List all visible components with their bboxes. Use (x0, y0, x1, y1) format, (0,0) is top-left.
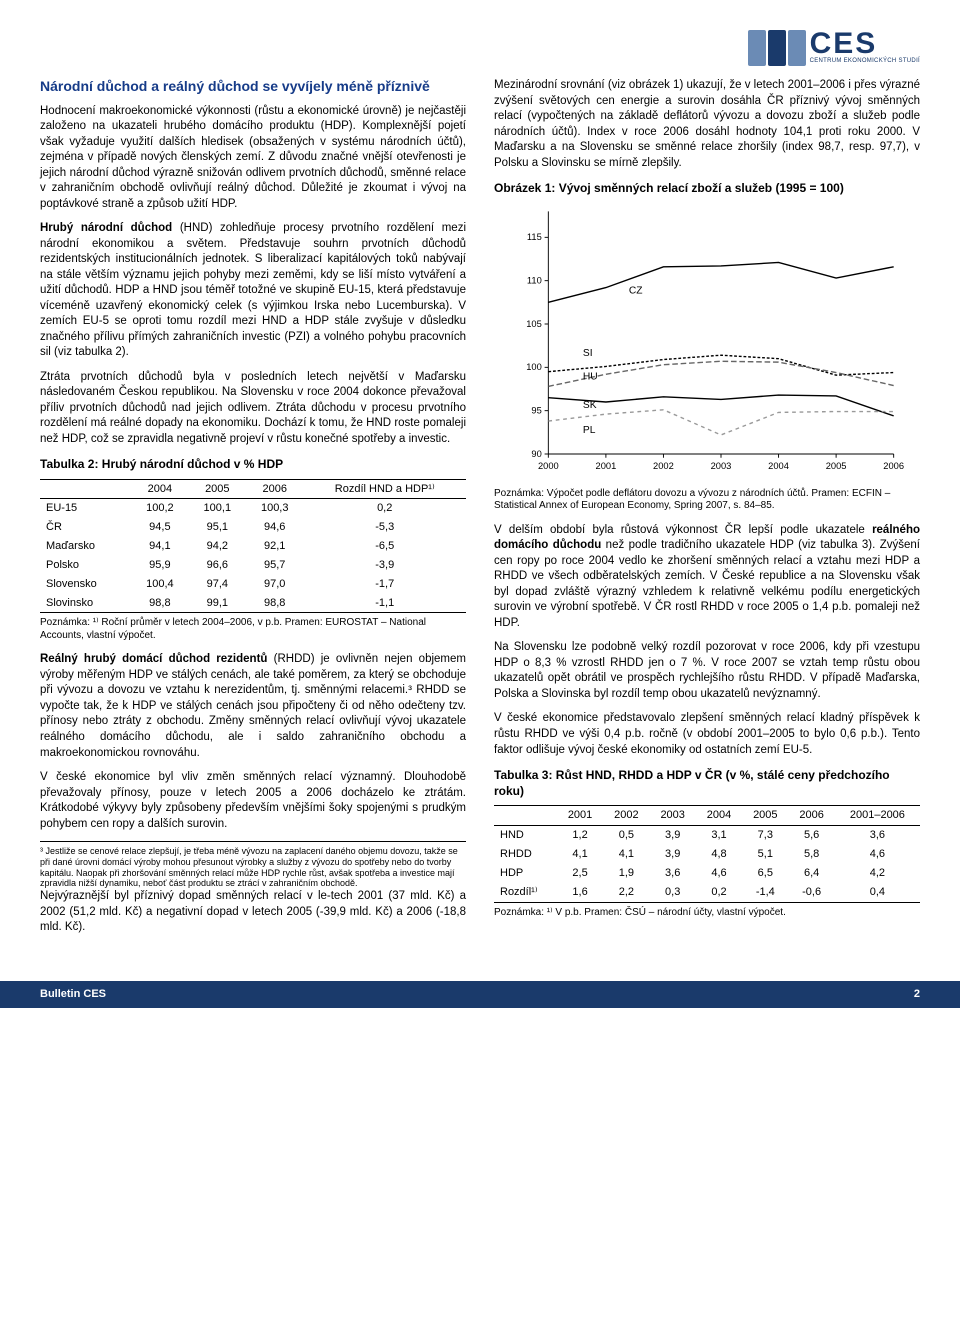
table2-note: Poznámka: ¹⁾ Roční průměr v letech 2004–… (40, 617, 466, 642)
paragraph-6: Nejvýraznější byl příznivý dopad směnnýc… (40, 889, 466, 936)
svg-text:90: 90 (531, 449, 541, 459)
figure1-title: Obrázek 1: Vývoj směnných relací zboží a… (494, 180, 920, 196)
svg-text:95: 95 (531, 406, 541, 416)
paragraph-2: Hrubý národní důchod (HND) zohledňuje pr… (40, 221, 466, 361)
svg-text:2006: 2006 (883, 461, 904, 471)
section-heading: Národní důchod a reálný důchod se vyvíje… (40, 78, 466, 96)
svg-text:PL: PL (583, 425, 596, 436)
footer-bar: Bulletin CES 2 (0, 981, 960, 1008)
logo-text-main: CES (810, 30, 920, 57)
figure-1-chart: 90 95 100 105 110 115 2000 2001 2002 2003 2004 2005… (494, 202, 920, 482)
logo-text-sub: CENTRUM EKONOMICKÝCH STUDIÍ (810, 57, 920, 65)
table-2: 200420052006Rozdíl HND a HDP¹⁾EU-15100,2… (40, 479, 466, 614)
page-header: CES CENTRUM EKONOMICKÝCH STUDIÍ (40, 30, 920, 66)
svg-text:110: 110 (527, 276, 542, 286)
paragraph-8: V delším období byla růstová výkonnost Č… (494, 523, 920, 632)
paragraph-10: V české ekonomice představovalo zlepšení… (494, 711, 920, 758)
footnote-3: ³ Jestliže se cenové relace zlepšují, je… (40, 841, 466, 889)
table3-title: Tabulka 3: Růst HND, RHDD a HDP v ČR (v … (494, 767, 920, 799)
figure1-note: Poznámka: Výpočet podle deflátoru dovozu… (494, 488, 920, 513)
svg-text:2000: 2000 (538, 461, 559, 471)
svg-text:100: 100 (526, 362, 542, 372)
footer-left: Bulletin CES (40, 987, 106, 1002)
footer-page-number: 2 (914, 987, 920, 1002)
paragraph-5: V české ekonomice byl vliv změn směnných… (40, 770, 466, 832)
svg-text:2002: 2002 (653, 461, 674, 471)
paragraph-3: Ztráta prvotních důchodů byla v poslední… (40, 370, 466, 448)
svg-text:SI: SI (583, 348, 593, 359)
table3-note: Poznámka: ¹⁾ V p.b. Pramen: ČSÚ – národn… (494, 907, 920, 920)
table-3: 2001200220032004200520062001–2006HND1,20… (494, 805, 920, 902)
svg-text:HU: HU (583, 372, 598, 383)
svg-text:2001: 2001 (596, 461, 617, 471)
ces-logo: CES CENTRUM EKONOMICKÝCH STUDIÍ (748, 30, 920, 66)
paragraph-4: Reálný hrubý domácí důchod rezidentů (RH… (40, 652, 466, 761)
svg-text:CZ: CZ (629, 286, 643, 297)
paragraph-9: Na Slovensku lze podobně velký rozdíl po… (494, 640, 920, 702)
paragraph-7: Mezinárodní srovnání (viz obrázek 1) uka… (494, 78, 920, 171)
paragraph-1: Hodnocení makroekonomické výkonnosti (rů… (40, 104, 466, 213)
table2-title: Tabulka 2: Hrubý národní důchod v % HDP (40, 456, 466, 472)
svg-text:SK: SK (583, 400, 597, 411)
svg-text:105: 105 (526, 319, 542, 329)
svg-text:115: 115 (527, 232, 542, 242)
svg-text:2004: 2004 (768, 461, 789, 471)
svg-text:2005: 2005 (826, 461, 847, 471)
svg-text:2003: 2003 (711, 461, 732, 471)
